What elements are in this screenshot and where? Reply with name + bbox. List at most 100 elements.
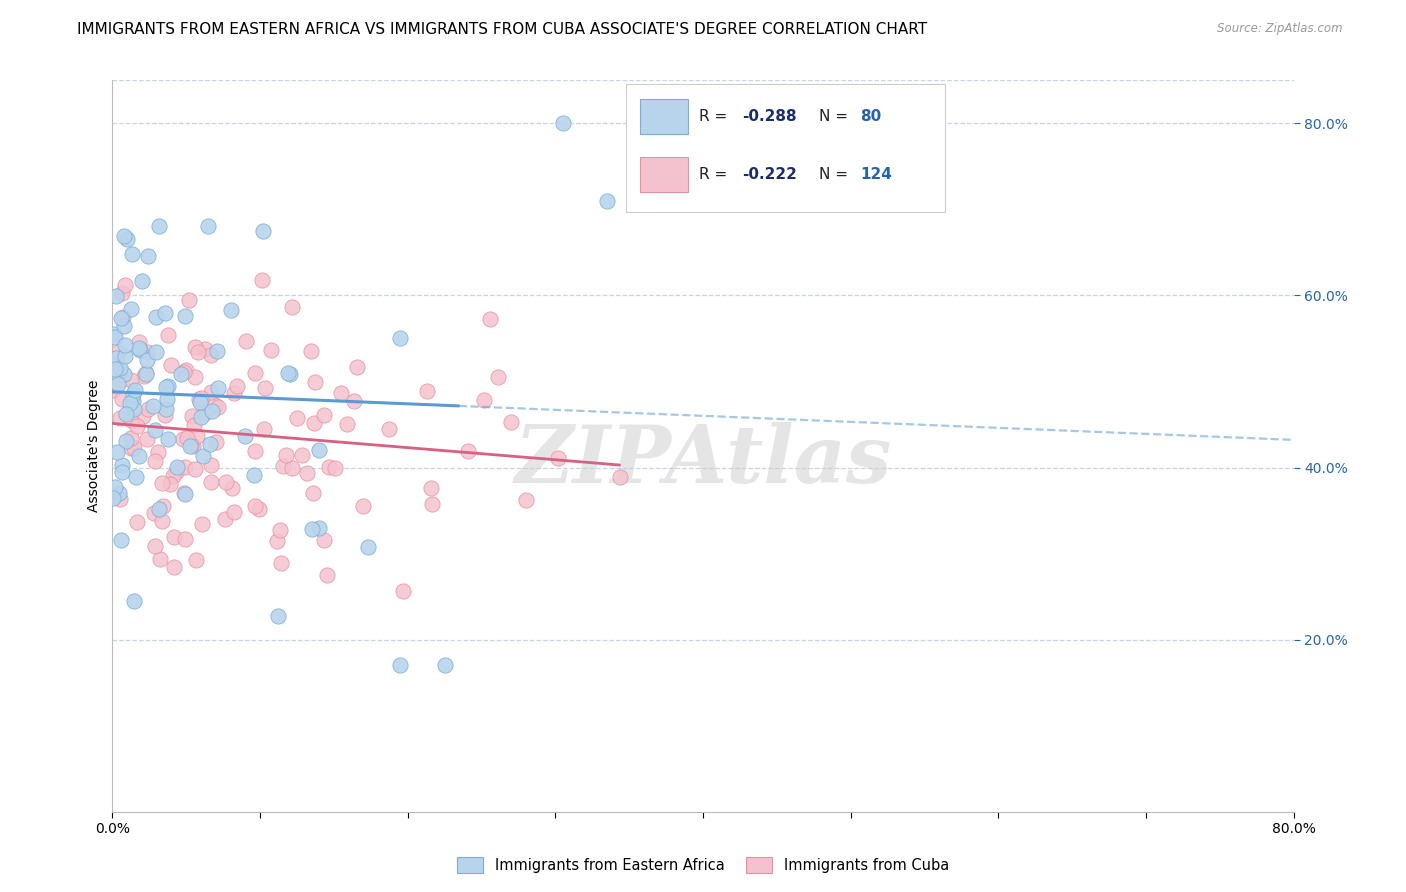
- Point: [152, 499, 174, 513]
- Point: [122, 402, 145, 417]
- Point: [308, 521, 330, 535]
- Point: [142, 399, 165, 413]
- Point: [166, 459, 188, 474]
- Point: [155, 401, 177, 416]
- Point: [252, 224, 274, 238]
- Point: [145, 310, 167, 324]
- Point: [110, 285, 132, 300]
- Point: [193, 450, 215, 464]
- Point: [243, 467, 266, 482]
- Point: [120, 374, 142, 388]
- Point: [145, 454, 167, 468]
- Point: [247, 502, 270, 516]
- Point: [302, 416, 325, 430]
- Point: [243, 443, 266, 458]
- Point: [120, 302, 142, 317]
- Point: [101, 491, 124, 505]
- Point: [169, 368, 191, 382]
- Point: [135, 366, 157, 380]
- Point: [330, 385, 353, 400]
- Point: [181, 409, 204, 424]
- Point: [301, 522, 323, 536]
- Point: [150, 476, 173, 491]
- Point: [207, 400, 229, 414]
- Point: [191, 517, 214, 532]
- Point: [235, 334, 257, 349]
- Point: [125, 470, 148, 484]
- Text: N =: N =: [818, 167, 852, 182]
- Point: [479, 312, 502, 326]
- Point: [129, 343, 152, 358]
- Point: [271, 458, 294, 473]
- Point: [104, 330, 127, 344]
- Point: [173, 486, 195, 500]
- FancyBboxPatch shape: [626, 84, 945, 212]
- Point: [201, 403, 224, 417]
- Point: [291, 449, 314, 463]
- Point: [245, 500, 267, 514]
- Point: [122, 387, 145, 401]
- Point: [609, 469, 631, 483]
- Point: [224, 505, 246, 519]
- Point: [179, 439, 201, 453]
- Point: [200, 348, 222, 362]
- Point: [200, 458, 222, 472]
- Point: [128, 449, 150, 463]
- Text: -0.288: -0.288: [742, 109, 797, 124]
- Point: [174, 460, 197, 475]
- Point: [134, 368, 156, 383]
- Point: [176, 431, 198, 445]
- Point: [180, 437, 202, 451]
- Point: [145, 345, 167, 359]
- Point: [285, 410, 308, 425]
- Point: [157, 327, 180, 342]
- Point: [163, 560, 186, 574]
- Point: [260, 343, 283, 357]
- Point: [551, 116, 574, 130]
- Y-axis label: Associate's Degree: Associate's Degree: [87, 380, 101, 512]
- Point: [111, 458, 134, 472]
- Point: [343, 393, 366, 408]
- Point: [204, 399, 226, 413]
- Point: [235, 429, 257, 443]
- Point: [103, 378, 125, 392]
- FancyBboxPatch shape: [640, 157, 688, 192]
- Point: [128, 341, 150, 355]
- Point: [274, 449, 297, 463]
- Text: 124: 124: [860, 167, 891, 182]
- Point: [200, 385, 222, 400]
- Point: [181, 439, 204, 453]
- Point: [107, 345, 129, 359]
- Point: [163, 530, 186, 544]
- Point: [114, 434, 136, 448]
- Point: [155, 380, 177, 394]
- Point: [308, 443, 330, 458]
- Point: [315, 568, 337, 582]
- Point: [336, 417, 359, 431]
- Point: [157, 378, 180, 392]
- Point: [160, 358, 183, 372]
- Point: [121, 393, 143, 408]
- Point: [125, 515, 148, 529]
- Point: [156, 392, 179, 406]
- Text: -0.222: -0.222: [742, 167, 797, 182]
- Point: [200, 475, 222, 489]
- Point: [314, 533, 336, 548]
- Point: [378, 422, 401, 436]
- Point: [596, 194, 619, 208]
- Point: [547, 450, 569, 465]
- Point: [120, 396, 142, 410]
- Point: [172, 433, 194, 447]
- Point: [136, 401, 159, 416]
- Point: [143, 423, 166, 437]
- Point: [278, 367, 301, 381]
- Text: R =: R =: [699, 109, 733, 124]
- Point: [121, 392, 143, 407]
- Point: [111, 392, 134, 406]
- Point: [357, 541, 380, 555]
- Point: [391, 583, 413, 598]
- Point: [433, 658, 456, 673]
- Point: [115, 232, 138, 246]
- Point: [250, 273, 273, 287]
- Point: [103, 326, 125, 341]
